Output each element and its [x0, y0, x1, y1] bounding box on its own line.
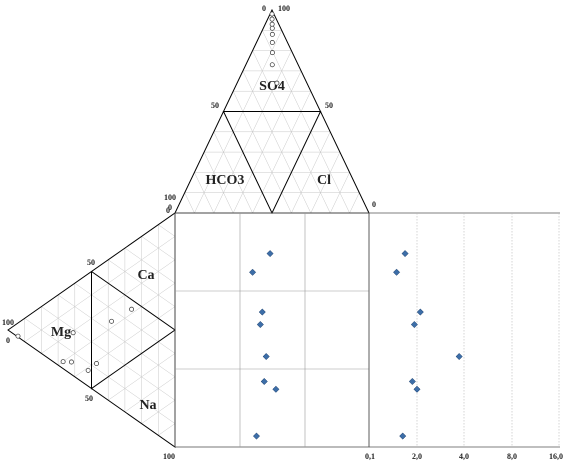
- middle-panel-point: [249, 268, 257, 276]
- middle-panel-point: [256, 320, 264, 329]
- anion-grid-line: [262, 30, 350, 214]
- anion-point: [269, 40, 275, 45]
- middle-panel-point: [272, 385, 280, 393]
- middle-panel-point: [266, 250, 274, 258]
- middle-panel-point: [262, 352, 270, 361]
- cation-grid-line: [24, 318, 176, 424]
- anion-inner-triangle: [222, 111, 322, 215]
- right-panel-point: [455, 352, 463, 361]
- middle-panel-point: [260, 377, 268, 386]
- tick-cation-apex: 100: [2, 318, 14, 327]
- x-tick-2-0: 2,0: [412, 452, 422, 461]
- anion-point: [269, 16, 275, 22]
- tick-cation-bottom: 100: [163, 452, 175, 461]
- tick-cation-apex-zero: 0: [6, 336, 10, 345]
- label-so4: SO4: [259, 79, 285, 94]
- cation-grid-line: [124, 376, 176, 413]
- right-panel-point: [408, 377, 416, 386]
- label-hco3: HCO3: [206, 173, 245, 188]
- x-tick-4-0: 4,0: [459, 452, 469, 461]
- label-ca: Ca: [137, 268, 154, 283]
- right-panel-point: [413, 385, 421, 393]
- label-mg: Mg: [51, 325, 71, 340]
- tick-cation-lower-mid: 50: [85, 394, 93, 403]
- right-panel-point: [399, 432, 407, 440]
- cation-grid-line: [57, 282, 176, 366]
- tick-anion-mid-right: 50: [325, 101, 333, 110]
- anion-grid-line: [213, 50, 292, 214]
- anion-point: [269, 25, 275, 31]
- anion-grid-line: [242, 70, 312, 214]
- anion-grid-line: [232, 70, 302, 214]
- tick-anion-base-right: 0: [372, 200, 376, 209]
- right-panel-point: [416, 308, 424, 316]
- middle-panel-point: [252, 432, 261, 440]
- anion-grid-line: [184, 192, 195, 214]
- right-panel-point: [401, 250, 409, 258]
- anion-grid-line: [310, 151, 341, 214]
- cation-point: [129, 306, 135, 312]
- cation-point: [94, 361, 99, 366]
- cation-grid-line: [124, 247, 176, 284]
- cation-grid-line: [24, 236, 176, 342]
- anion-point: [269, 11, 275, 17]
- tick-cation-top-zero: 0: [168, 203, 172, 212]
- tick-anion-base-left: 100: [164, 193, 176, 202]
- data-points: [15, 11, 463, 440]
- anion-point: [269, 50, 275, 56]
- tick-anion-apex-right: 100: [278, 4, 290, 13]
- cation-point: [109, 318, 114, 324]
- cation-grid-line: [158, 423, 176, 436]
- anion-point: [269, 62, 275, 68]
- middle-panel-frame: [174, 212, 370, 448]
- cation-point: [15, 333, 21, 339]
- anion-grid-line: [349, 192, 360, 214]
- cation-grid-line: [57, 294, 176, 378]
- x-tick-16-0: 16,0: [549, 452, 563, 461]
- anion-point: [269, 21, 275, 27]
- anion-point: [269, 31, 275, 37]
- tick-anion-mid-left: 50: [211, 101, 219, 110]
- cation-grid-line: [41, 259, 176, 354]
- label-na: Na: [139, 398, 156, 413]
- anion-point: [274, 80, 280, 86]
- tick-cation-upper-mid: 50: [87, 258, 95, 267]
- anion-grid-line: [252, 50, 331, 214]
- label-cl: Cl: [317, 173, 331, 188]
- tick-anion-apex-left: 0: [262, 4, 266, 13]
- anion-grid-line: [203, 151, 234, 214]
- cation-inner-lines: [91, 271, 176, 390]
- anion-grid-line: [194, 30, 282, 214]
- x-tick-0-1: 0,1: [365, 452, 375, 461]
- cation-point: [60, 359, 66, 365]
- cation-grid-line: [158, 224, 176, 237]
- cation-point: [70, 330, 76, 336]
- cation-point: [85, 367, 91, 373]
- middle-panel-point: [258, 308, 266, 316]
- tick-anion-base-left-zero: 0: [166, 206, 170, 215]
- cation-point: [69, 359, 74, 365]
- right-panel-point: [410, 320, 418, 329]
- cation-grid-line: [41, 306, 176, 401]
- x-tick-8-0: 8,0: [507, 452, 517, 461]
- right-panel-point: [393, 268, 401, 276]
